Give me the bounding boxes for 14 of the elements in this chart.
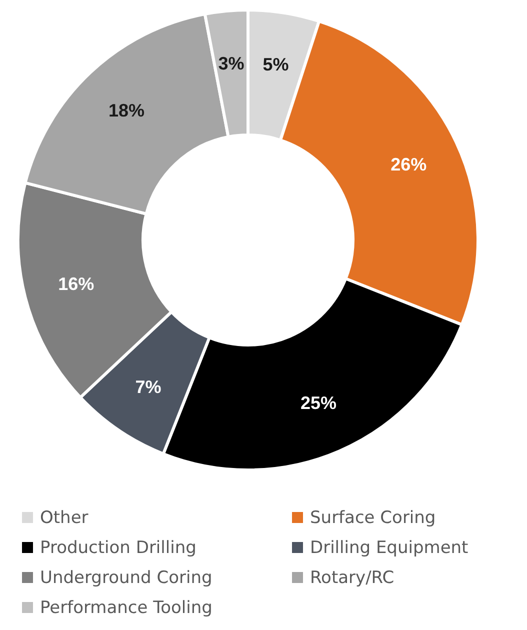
legend-label: Surface Coring: [310, 508, 436, 528]
legend-label: Performance Tooling: [40, 598, 212, 618]
legend-label: Underground Coring: [40, 568, 212, 588]
legend-label: Rotary/RC: [310, 568, 394, 588]
data-label: 18%: [108, 100, 145, 121]
data-label: 7%: [135, 376, 162, 397]
data-label: 25%: [300, 392, 337, 413]
data-label: 3%: [218, 53, 244, 74]
legend-label: Drilling Equipment: [310, 538, 469, 558]
data-label: 5%: [262, 54, 289, 75]
legend-label: Other: [40, 508, 88, 528]
legend-label: Production Drilling: [40, 538, 196, 558]
data-label: 16%: [58, 274, 94, 294]
data-label: 26%: [390, 154, 427, 174]
